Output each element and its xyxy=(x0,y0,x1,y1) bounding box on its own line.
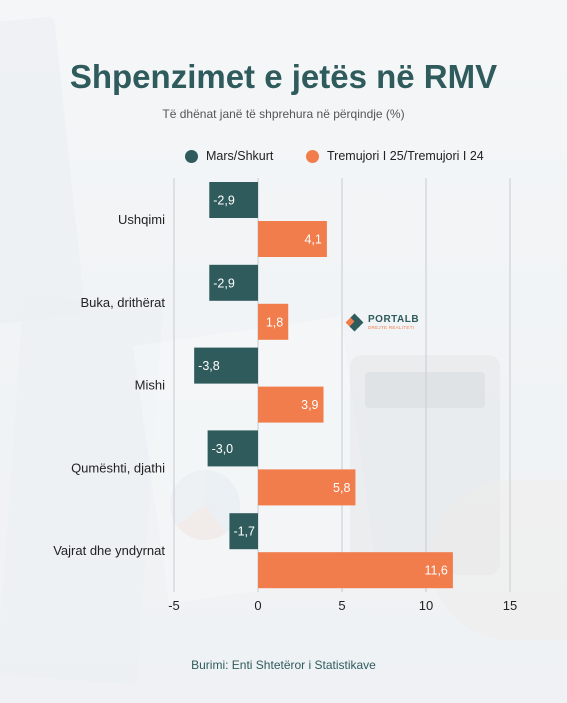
legend-dot-series-1 xyxy=(185,149,198,163)
bar-mars-shkurt xyxy=(209,264,258,301)
x-tick-label: -5 xyxy=(168,598,180,613)
x-tick-label: 5 xyxy=(338,598,345,613)
data-label: -2,9 xyxy=(213,194,235,208)
chart-title: Shpenzimet e jetës në RMV xyxy=(69,58,498,95)
legend-label-series-2: Tremujori I 25/Tremujori I 24 xyxy=(327,149,484,163)
data-label: 3,9 xyxy=(301,398,318,412)
logo-tagline: DREJTE REALITETI xyxy=(368,325,415,331)
data-label: 11,6 xyxy=(424,564,447,578)
legend-dot-series-2 xyxy=(306,149,319,163)
bar-tremujori xyxy=(258,303,289,340)
bar-tremujori xyxy=(258,469,356,506)
legend-item-series-1: Mars/Shkurt xyxy=(185,149,273,163)
bar-mars-shkurt xyxy=(229,513,258,550)
bar-tremujori xyxy=(258,221,327,257)
data-label: 4,1 xyxy=(304,233,321,247)
data-label: 5,8 xyxy=(333,481,350,495)
portalb-logo: PORTALB DREJTE REALITETI xyxy=(345,313,420,332)
category-label: Buka, drithërat xyxy=(80,295,165,310)
data-label: -3,0 xyxy=(212,442,234,456)
legend: Mars/Shkurt Tremujori I 25/Tremujori I 2… xyxy=(0,149,567,169)
logo-text: PORTALB xyxy=(368,314,420,326)
category-label: Qumështi, djathi xyxy=(71,460,165,475)
bar-tremujori xyxy=(258,386,324,423)
chart-subtitle: Të dhënat janë të shprehura në përqindje… xyxy=(162,107,405,121)
bar-mars-shkurt xyxy=(209,182,258,218)
legend-item-series-2: Tremujori I 25/Tremujori I 24 xyxy=(306,149,484,163)
x-tick-label: 10 xyxy=(419,598,433,613)
logo-diamond-icon xyxy=(345,313,364,332)
source-note: Burimi: Enti Shtetëror i Statistikave xyxy=(191,658,376,672)
bar-mars-shkurt xyxy=(207,430,258,467)
data-label: 1,8 xyxy=(266,315,283,329)
category-label: Vajrat dhe yndyrnat xyxy=(53,543,165,558)
bar-mars-shkurt xyxy=(194,347,258,384)
data-label: -1,7 xyxy=(233,525,255,539)
category-label: Ushqimi xyxy=(118,212,165,227)
bar-tremujori xyxy=(258,552,453,589)
data-label: -3,8 xyxy=(198,359,220,373)
x-tick-label: 15 xyxy=(503,598,517,613)
x-tick-label: 0 xyxy=(254,598,261,613)
data-label: -2,9 xyxy=(213,276,235,290)
category-label: Mishi xyxy=(135,378,165,393)
legend-label-series-1: Mars/Shkurt xyxy=(206,149,274,163)
